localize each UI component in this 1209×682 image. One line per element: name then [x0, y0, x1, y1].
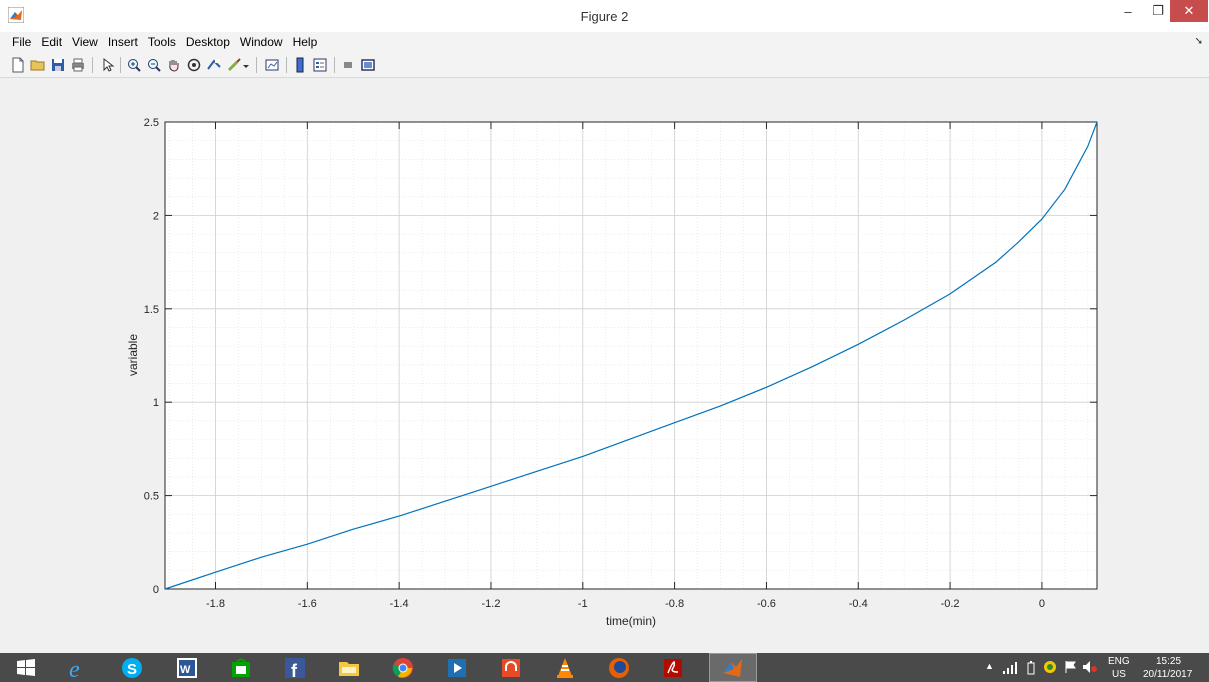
brush-dropdown-icon[interactable]: [242, 57, 250, 73]
menu-overflow-icon[interactable]: ➘: [1194, 36, 1203, 47]
firefox-icon[interactable]: [607, 656, 631, 680]
svg-text:f: f: [291, 661, 298, 680]
pan-hand-icon[interactable]: [166, 57, 182, 73]
menu-file[interactable]: File: [12, 35, 32, 49]
music-icon[interactable]: [499, 656, 523, 680]
title-bar: Figure 2 – ❐ ✕: [0, 0, 1209, 32]
toolbar-separator: [120, 57, 121, 73]
y-tick-label: 0.5: [144, 491, 159, 503]
input-region[interactable]: US: [1112, 669, 1126, 680]
axes-box: [164, 121, 1098, 590]
toolbar-separator: [286, 57, 287, 73]
x-tick-label: -0.8: [665, 598, 684, 610]
toolbar-separator: [334, 57, 335, 73]
pointer-icon[interactable]: [100, 57, 116, 73]
acrobat-icon[interactable]: [661, 656, 685, 680]
menu-view[interactable]: View: [72, 35, 98, 49]
menu-tools[interactable]: Tools: [147, 35, 176, 49]
toolbar-separator: [92, 57, 93, 73]
signal-icon[interactable]: [1003, 662, 1017, 674]
maximize-button[interactable]: ❐: [1152, 3, 1164, 18]
matlab-icon[interactable]: [721, 656, 745, 680]
zoom-out-icon[interactable]: [146, 57, 162, 73]
y-tick-label: 2.5: [144, 117, 159, 129]
skype-icon[interactable]: S: [120, 656, 144, 680]
save-icon[interactable]: [50, 57, 66, 73]
figure-toolbar: [0, 52, 1209, 78]
open-file-icon[interactable]: [30, 57, 46, 73]
battery-icon[interactable]: [1027, 661, 1035, 675]
svg-text:W: W: [180, 664, 191, 676]
brush-icon[interactable]: [226, 57, 242, 73]
menu-help[interactable]: Help: [292, 35, 318, 49]
series-line: [164, 121, 1098, 590]
windows-taskbar: e S W f ▲ ENG US 15:25 20/11/2017: [0, 653, 1209, 682]
internet-explorer-icon[interactable]: e: [66, 656, 90, 680]
x-tick-label: -0.6: [757, 598, 776, 610]
store-icon[interactable]: [229, 656, 253, 680]
figure-canvas: -1.8 -1.6 -1.4 -1.2 -1 -0.8 -0.6 -0.4 -0.2 0 0 0.5 1…: [0, 79, 1209, 653]
x-tick-label: -1: [578, 598, 588, 610]
vlc-icon[interactable]: [553, 656, 577, 680]
menu-window[interactable]: Window: [239, 35, 283, 49]
x-tick-label: 0: [1039, 598, 1045, 610]
menu-edit[interactable]: Edit: [41, 35, 63, 49]
clock-date[interactable]: 20/11/2017: [1143, 669, 1193, 680]
clock-time[interactable]: 15:25: [1156, 656, 1182, 667]
matlab-app-icon[interactable]: [8, 7, 24, 23]
series-group: [164, 121, 1098, 590]
chrome-icon[interactable]: [391, 656, 415, 680]
start-icon[interactable]: [14, 656, 38, 680]
minimize-button[interactable]: –: [1124, 3, 1132, 19]
y-tick-label: 1.5: [144, 304, 159, 316]
close-button[interactable]: ✕: [1170, 0, 1208, 22]
legend-icon[interactable]: [312, 57, 328, 73]
zoom-in-icon[interactable]: [126, 57, 142, 73]
file-explorer-icon[interactable]: [337, 656, 361, 680]
y-tick-label: 1: [153, 397, 159, 409]
show-plot-tools-icon[interactable]: [360, 57, 376, 73]
print-icon[interactable]: [70, 57, 86, 73]
svg-text:e: e: [69, 657, 80, 680]
axes-background: [165, 122, 1097, 589]
line-plot[interactable]: -1.8 -1.6 -1.4 -1.2 -1 -0.8 -0.6 -0.4 -0.2 0 0 0.5 1…: [0, 79, 1209, 653]
input-language[interactable]: ENG: [1108, 656, 1130, 667]
y-tick-label: 2: [153, 210, 159, 222]
x-tick-label: -0.4: [849, 598, 868, 610]
facebook-icon[interactable]: f: [283, 656, 307, 680]
y-tick-label: 0: [153, 584, 159, 596]
volume-icon[interactable]: [1083, 661, 1097, 673]
menu-desktop[interactable]: Desktop: [185, 35, 230, 49]
svg-text:S: S: [127, 661, 137, 678]
data-cursor-icon[interactable]: [206, 57, 222, 73]
word-icon[interactable]: W: [175, 656, 199, 680]
antivirus-icon[interactable]: [1043, 660, 1057, 674]
x-tick-label: -1.2: [481, 598, 500, 610]
x-axis-label: time(min): [606, 614, 656, 628]
tray-overflow-icon[interactable]: ▲: [985, 661, 994, 671]
rotate-3d-icon[interactable]: [186, 57, 202, 73]
y-axis-label: variable: [126, 334, 140, 376]
toolbar-separator: [256, 57, 257, 73]
system-tray: ▲ ENG US 15:25 20/11/2017: [949, 653, 1209, 682]
x-tick-label: -1.6: [298, 598, 317, 610]
x-tick-label: -0.2: [941, 598, 960, 610]
menu-bar: File Edit View Insert Tools Desktop Wind…: [0, 32, 1209, 52]
colorbar-icon[interactable]: [292, 57, 308, 73]
window-title: Figure 2: [580, 9, 629, 24]
menu-insert[interactable]: Insert: [107, 35, 138, 49]
link-plot-icon[interactable]: [264, 57, 280, 73]
new-figure-icon[interactable]: [10, 57, 26, 73]
x-tick-label: -1.4: [390, 598, 409, 610]
action-center-flag-icon[interactable]: [1065, 661, 1077, 673]
tick-labels: -1.8 -1.6 -1.4 -1.2 -1 -0.8 -0.6 -0.4 -0.2 0 0 0.5 1…: [144, 117, 1045, 610]
hide-plot-tools-icon[interactable]: [340, 57, 356, 73]
x-tick-label: -1.8: [206, 598, 225, 610]
media-player-icon[interactable]: [445, 656, 469, 680]
